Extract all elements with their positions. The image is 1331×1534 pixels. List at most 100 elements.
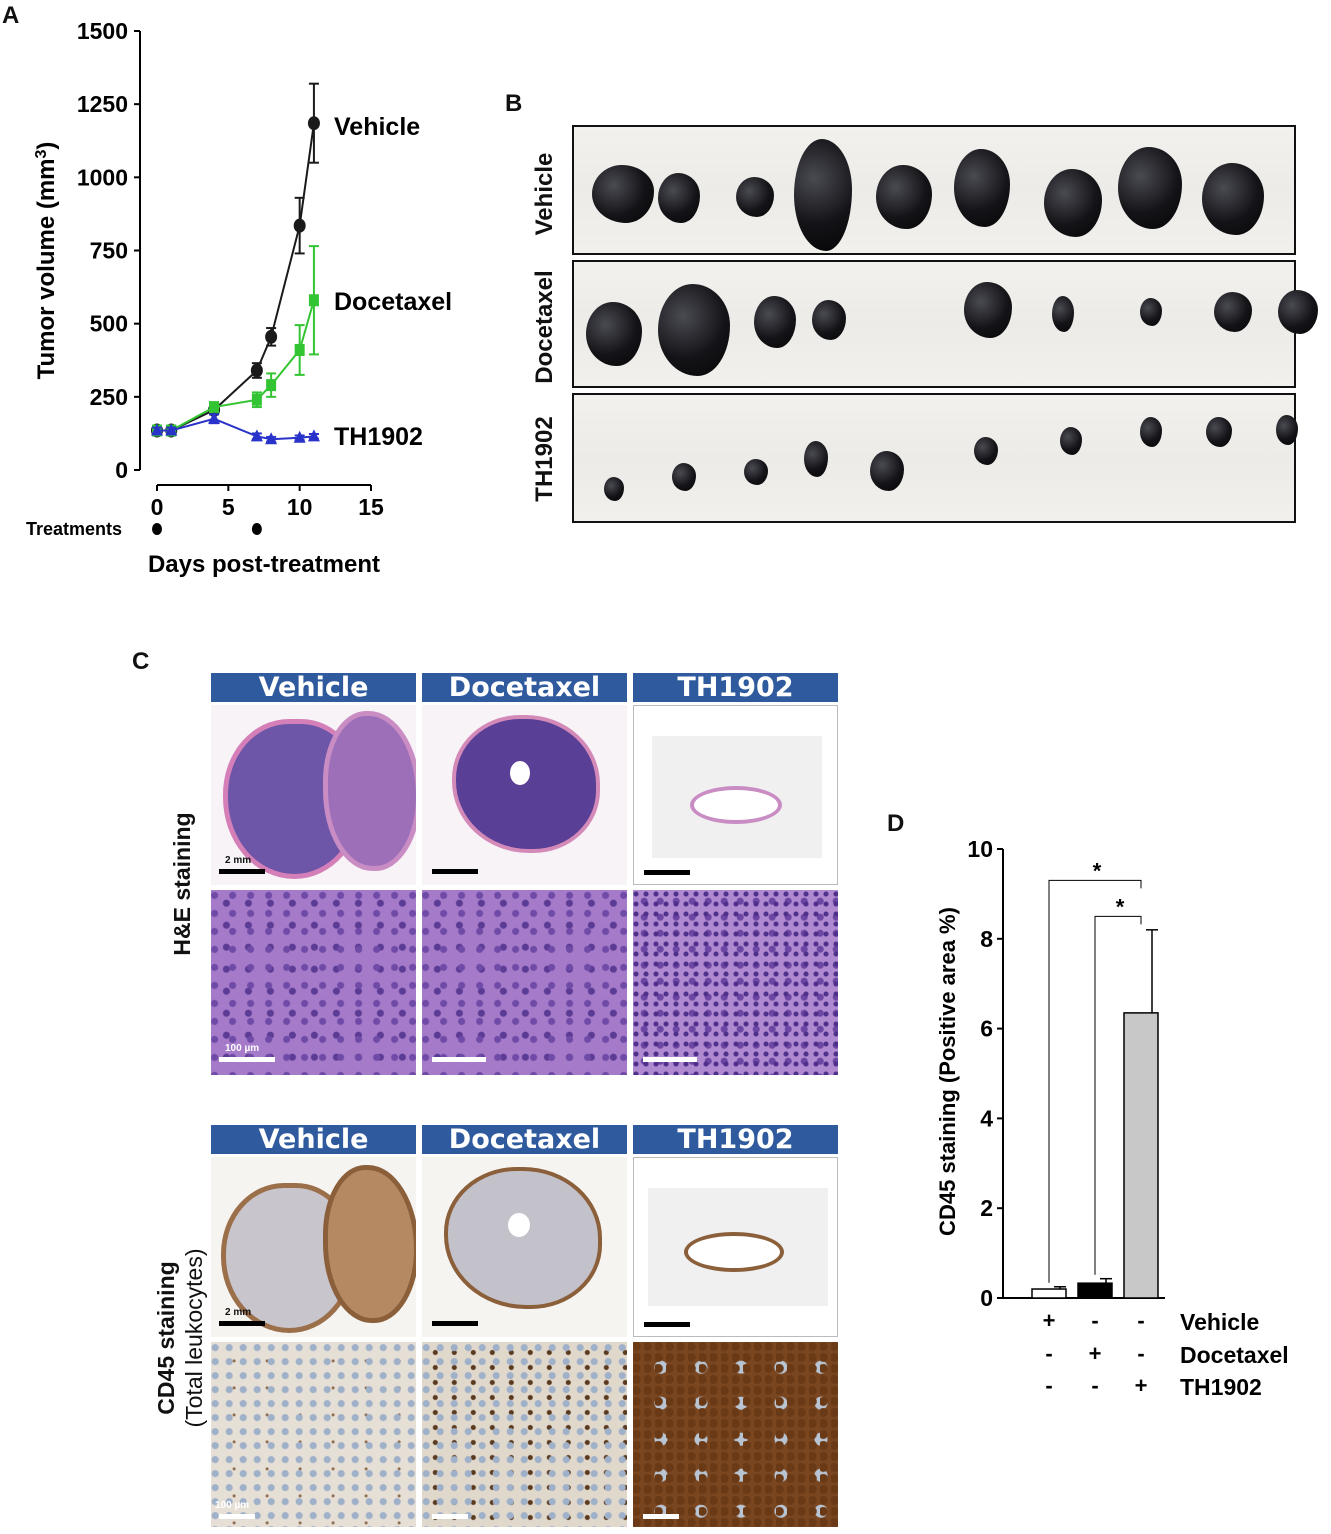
series-line — [157, 123, 315, 432]
data-point — [266, 379, 277, 392]
y-tick-label: 2 — [980, 1195, 993, 1221]
data-point — [307, 116, 320, 131]
treatment-sign: + — [1135, 1373, 1148, 1398]
y-axis-label: CD45 staining (Positive area %) — [935, 907, 960, 1236]
data-point — [250, 363, 263, 378]
tumor-volume-line-chart: 0 250 500 750 1000 1250 1500 0 5 10 15 Tumor volume… — [26, 18, 452, 578]
y-tick-label: 0 — [115, 457, 128, 483]
data-point — [165, 423, 178, 436]
y-tick-label: 1250 — [77, 91, 128, 117]
cd45-highmag-th1902 — [633, 1342, 838, 1527]
x-tick-label: 15 — [358, 494, 384, 520]
panel-label-d: D — [887, 810, 905, 837]
data-point — [308, 294, 319, 307]
treatment-sign: - — [1137, 1341, 1144, 1366]
series-label-vehicle: Vehicle — [334, 113, 420, 141]
series-vehicle — [151, 82, 320, 438]
y-tick-label: 4 — [980, 1105, 993, 1131]
cd45-staining-label-line1: CD45 staining — [153, 1261, 179, 1415]
treatment-sign: - — [1137, 1308, 1144, 1333]
y-tick-label: 0 — [980, 1285, 993, 1311]
treatment-sign: + — [1043, 1308, 1056, 1333]
series-line — [157, 417, 315, 441]
x-tick-label: 5 — [222, 494, 235, 520]
cd45-header-vehicle: Vehicle — [211, 1125, 416, 1154]
legend-row-label: TH1902 — [1180, 1374, 1262, 1400]
series-label-docetaxel: Docetaxel — [334, 288, 452, 316]
y-tick-label: 250 — [90, 384, 128, 410]
data-point — [251, 393, 262, 406]
cd45-header-th1902: TH1902 — [633, 1125, 838, 1154]
he-highmag-vehicle: 100 µm — [211, 890, 416, 1075]
significance-bracket — [1094, 915, 1142, 1275]
y-tick-label: 8 — [980, 926, 993, 952]
cd45-scale-2mm: 2 mm — [225, 1307, 252, 1318]
treatment-marker — [152, 523, 162, 535]
he-lowmag-docetaxel — [422, 705, 627, 885]
he-staining-label: H&E staining — [169, 812, 195, 956]
cd45-highmag-docetaxel — [422, 1342, 627, 1527]
bar-vehicle — [1031, 1288, 1067, 1299]
treatment-sign: - — [1045, 1341, 1052, 1366]
x-axis-label: Days post-treatment — [148, 551, 380, 578]
cd45-lowmag-vehicle: 2 mm — [211, 1157, 416, 1337]
data-point — [250, 429, 263, 442]
significance-star: * — [1116, 894, 1125, 919]
tumor-photo-th1902 — [572, 393, 1298, 523]
data-point — [208, 411, 221, 424]
he-header-th1902: TH1902 — [633, 673, 838, 702]
data-point — [294, 344, 305, 357]
series-th1902 — [151, 411, 320, 445]
legend-row-label: Vehicle — [1180, 1309, 1259, 1335]
x-tick-label: 0 — [151, 494, 164, 520]
data-point — [265, 432, 278, 445]
data-point — [293, 430, 306, 443]
data-point — [151, 423, 163, 436]
y-tick-label: 6 — [980, 1016, 993, 1042]
cd45-staining-label: CD45 staining (Total leukocytes) — [152, 1218, 208, 1458]
data-point — [265, 329, 278, 344]
significance-star: * — [1093, 858, 1102, 883]
tumor-photo-docetaxel — [572, 260, 1318, 388]
he-scale-100um: 100 µm — [225, 1043, 260, 1054]
treatment-marker — [251, 523, 262, 535]
series-line — [157, 299, 315, 432]
panel-label-c: C — [132, 648, 150, 675]
treatment-sign: - — [1045, 1373, 1052, 1398]
y-tick-label: 10 — [967, 836, 993, 862]
significance-bracket — [1048, 879, 1142, 1283]
panel-label-a: A — [2, 2, 20, 29]
treatments-label: Treatments — [26, 519, 122, 539]
he-scale-2mm: 2 mm — [225, 855, 252, 866]
he-highmag-docetaxel — [422, 890, 627, 1075]
y-tick-label: 1000 — [77, 164, 128, 190]
y-axis-label: Tumor volume (mm3) — [33, 142, 61, 380]
treatment-sign: - — [1091, 1308, 1098, 1333]
legend-row-label: Docetaxel — [1180, 1342, 1289, 1368]
photo-row-label-th1902: TH1902 — [531, 416, 558, 502]
treatment-sign: - — [1091, 1373, 1098, 1398]
photo-row-label-docetaxel: Docetaxel — [531, 270, 558, 384]
cd45-highmag-vehicle: 100 µm — [211, 1342, 416, 1527]
data-point — [293, 218, 306, 233]
he-header-vehicle: Vehicle — [211, 673, 416, 702]
he-lowmag-th1902 — [633, 705, 838, 885]
cd45-bar-chart: 0 2 4 6 8 10 CD45 staining (Positive area %) * *… — [935, 836, 1289, 1400]
cd45-lowmag-docetaxel — [422, 1157, 627, 1337]
y-tick-label: 1500 — [77, 18, 128, 44]
cd45-lowmag-th1902 — [633, 1157, 838, 1337]
bar-docetaxel — [1077, 1282, 1113, 1299]
panel-label-b: B — [505, 90, 523, 117]
data-point — [209, 401, 220, 414]
series-docetaxel — [152, 245, 319, 437]
x-tick-label: 10 — [287, 494, 313, 520]
y-tick-label: 750 — [90, 238, 128, 264]
he-highmag-th1902 — [633, 890, 838, 1075]
cd45-staining-label-line2: (Total leukocytes) — [181, 1248, 207, 1428]
he-lowmag-vehicle: 2 mm — [211, 705, 416, 885]
he-header-docetaxel: Docetaxel — [422, 673, 627, 702]
treatment-sign: + — [1089, 1341, 1102, 1366]
cd45-scale-100um: 100 µm — [215, 1500, 250, 1511]
tumor-photo-vehicle — [572, 125, 1296, 255]
photo-row-label-vehicle: Vehicle — [531, 152, 558, 236]
